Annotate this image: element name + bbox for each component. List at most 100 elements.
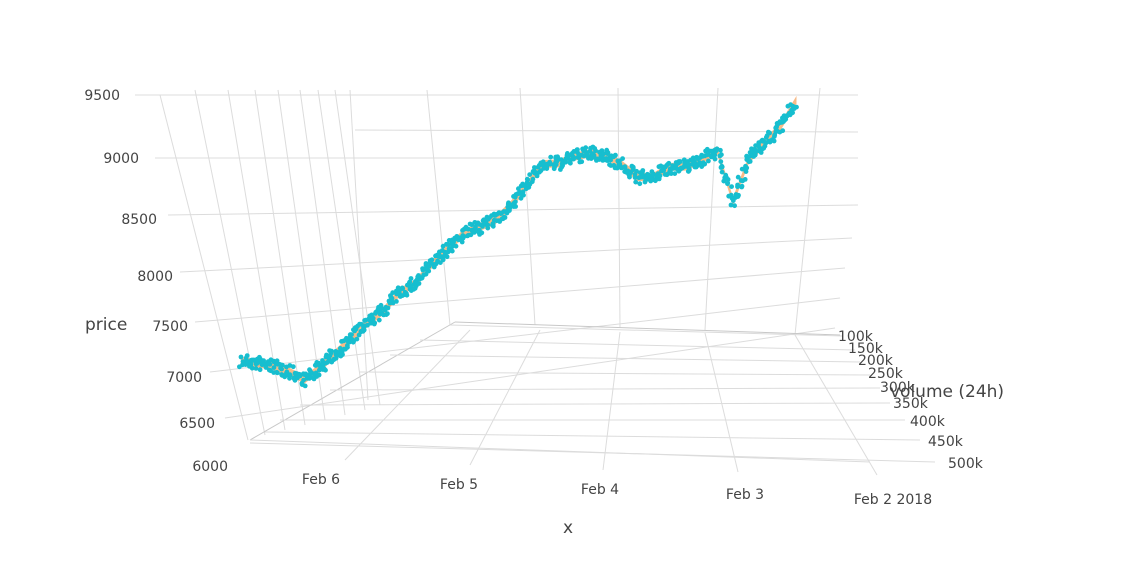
z-tick-label: 8000 <box>137 269 173 285</box>
z-axis-title: price <box>85 315 127 335</box>
z-tick-label: 8500 <box>121 212 157 228</box>
data-point <box>320 358 325 363</box>
data-point <box>650 172 656 178</box>
z-tick-label: 7500 <box>152 319 188 335</box>
y-tick-label: 200k <box>858 353 894 369</box>
data-point <box>296 372 302 378</box>
data-point <box>485 222 491 228</box>
data-point <box>526 184 532 190</box>
data-point <box>527 172 533 178</box>
y-tick-label: 450k <box>928 434 964 450</box>
data-point <box>579 159 585 165</box>
data-point <box>718 159 724 165</box>
x-tick-label: Feb 2 2018 <box>854 492 932 508</box>
data-point <box>563 159 569 165</box>
data-point <box>271 365 277 370</box>
data-point <box>426 268 432 274</box>
data-point <box>376 317 382 323</box>
data-point <box>473 224 478 230</box>
data-point <box>725 180 731 186</box>
data-point <box>601 151 607 157</box>
data-point <box>657 173 663 179</box>
data-point <box>530 176 536 182</box>
data-point <box>501 214 507 220</box>
x-tick-label: Feb 5 <box>440 477 478 493</box>
data-point <box>620 156 625 162</box>
data-point <box>394 299 399 304</box>
data-point <box>637 181 643 187</box>
z-tick-label: 9000 <box>103 151 139 167</box>
data-point <box>666 160 672 166</box>
y-tick-label: 400k <box>910 414 946 430</box>
data-point <box>468 232 474 238</box>
y-tick-label: 350k <box>893 396 929 412</box>
data-point <box>507 202 513 208</box>
data-point <box>571 155 577 160</box>
data-point <box>385 305 390 311</box>
data-point <box>540 159 546 165</box>
data-point <box>465 226 471 232</box>
data-point <box>238 354 244 360</box>
data-point <box>370 315 376 321</box>
data-point <box>746 159 752 165</box>
z-tick-label: 6500 <box>179 416 215 432</box>
data-point <box>532 165 537 170</box>
z-axis-ticks: 6000 6500 7000 7500 8000 8500 9000 9500 <box>84 88 228 475</box>
data-point <box>706 158 711 164</box>
data-point <box>617 161 623 167</box>
y-tick-label: 300k <box>880 380 916 396</box>
price-markers <box>237 102 799 389</box>
vertical-grid <box>159 87 821 441</box>
data-point <box>408 276 414 281</box>
x-axis-ticks: Feb 2 2018 Feb 3 Feb 4 Feb 5 Feb 6 <box>302 472 932 508</box>
data-point <box>327 353 333 358</box>
data-point <box>721 178 727 184</box>
data-point <box>742 177 748 182</box>
y-tick-label: 250k <box>868 366 904 382</box>
data-point <box>613 152 618 158</box>
data-point <box>725 177 731 182</box>
data-point <box>732 203 737 209</box>
data-point <box>719 152 724 158</box>
x-tick-label: Feb 6 <box>302 472 340 488</box>
data-point <box>677 159 683 164</box>
data-point <box>555 154 560 160</box>
data-point <box>423 271 429 277</box>
data-point <box>249 365 255 371</box>
data-point <box>553 162 559 168</box>
data-point <box>316 372 322 378</box>
data-point <box>444 254 450 260</box>
data-point <box>266 367 272 373</box>
data-point <box>719 164 725 170</box>
data-point <box>524 176 530 182</box>
data-point <box>280 362 285 368</box>
data-point <box>445 242 451 248</box>
data-point <box>583 145 589 151</box>
data-point <box>471 228 476 234</box>
data-point <box>257 367 263 373</box>
data-point <box>385 311 390 317</box>
y-tick-label: 150k <box>848 341 884 357</box>
data-point <box>449 248 455 254</box>
data-point <box>244 353 250 358</box>
data-point <box>575 147 580 153</box>
data-point <box>567 160 573 166</box>
data-point <box>378 302 384 308</box>
data-point <box>548 154 554 160</box>
data-point <box>729 184 734 190</box>
data-point <box>354 336 360 342</box>
data-point <box>592 146 598 151</box>
data-point <box>479 230 485 236</box>
x-tick-label: Feb 3 <box>726 487 764 503</box>
data-point <box>274 358 280 364</box>
data-point <box>321 366 327 372</box>
data-point <box>416 281 422 286</box>
data-point <box>302 383 308 389</box>
data-point <box>701 160 706 166</box>
data-point <box>467 221 473 227</box>
data-point <box>513 199 518 205</box>
data-point <box>275 370 280 376</box>
data-point <box>767 130 772 136</box>
data-point <box>390 290 396 296</box>
